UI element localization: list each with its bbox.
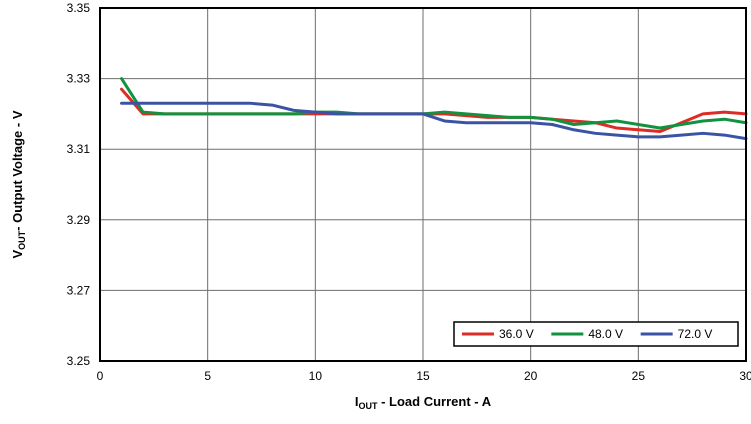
legend: 36.0 V 48.0 V 72.0 V (453, 321, 739, 347)
x-tick-label: 20 (524, 369, 538, 383)
plot-border (99, 7, 747, 362)
legend-entry-72.0-V: 72.0 V (640, 327, 713, 341)
y-tick-label: 3.35 (67, 1, 91, 15)
grid-lines (100, 8, 746, 361)
legend-entry-48.0-V: 48.0 V (551, 327, 623, 341)
legend-label: 48.0 V (588, 327, 623, 341)
y-axis-title: VOUT- Output Voltage - V (10, 110, 27, 258)
y-tick-label: 3.27 (67, 283, 91, 297)
series-lines (120, 77, 748, 141)
y-tick-label: 3.25 (67, 354, 91, 368)
series-line-72.0-V (120, 101, 748, 141)
legend-entry-36.0-V: 36.0 V (462, 327, 534, 341)
y-tick-labels: 3.25 3.27 3.29 3.31 3.33 3.35 (67, 1, 91, 368)
x-axis-title: IOUT - Load Current - A (355, 394, 492, 411)
x-tick-label: 5 (204, 369, 211, 383)
x-tick-label: 25 (632, 369, 646, 383)
x-tick-label: 0 (97, 369, 104, 383)
x-tick-labels: 0 5 10 15 20 25 30 (97, 369, 751, 383)
y-tick-label: 3.31 (67, 142, 91, 156)
legend-box (453, 321, 739, 347)
x-tick-label: 15 (416, 369, 430, 383)
series-line-36.0-V (120, 87, 748, 134)
x-tick-label: 10 (309, 369, 323, 383)
legend-label: 36.0 V (499, 327, 534, 341)
y-tick-label: 3.33 (67, 72, 91, 86)
legend-label: 72.0 V (678, 327, 713, 341)
x-tick-label: 30 (739, 369, 751, 383)
y-tick-label: 3.29 (67, 213, 91, 227)
series-line-48.0-V (120, 77, 748, 130)
